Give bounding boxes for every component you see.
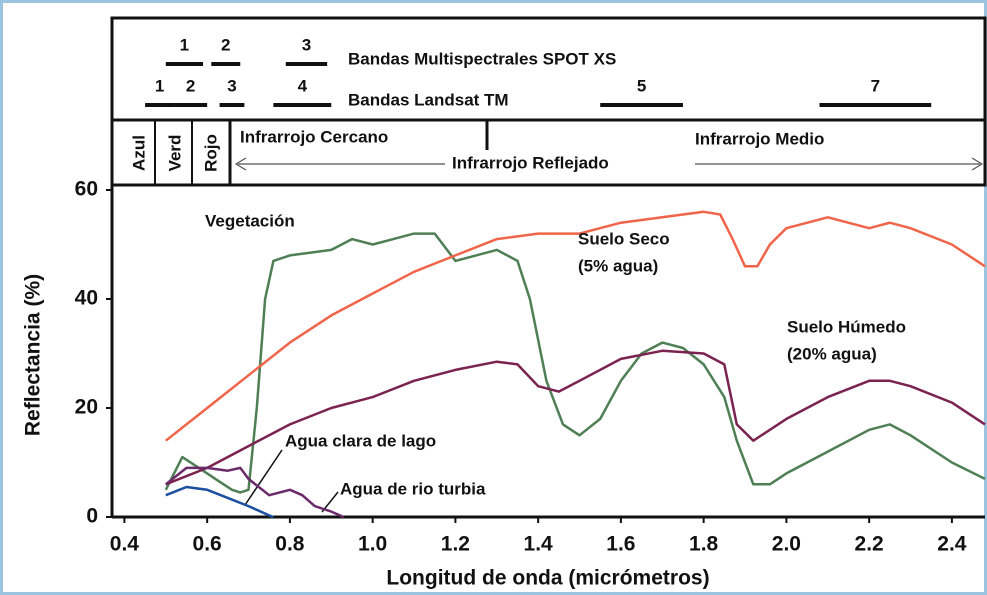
region-label: Rojo: [201, 134, 220, 172]
header-box: [110, 16, 987, 187]
series-label: Agua clara de lago: [285, 431, 436, 450]
band-title: Bandas Landsat TM: [348, 90, 509, 109]
y-tick-label: 0: [86, 505, 98, 528]
x-tick-label: 0.4: [110, 533, 140, 556]
x-tick-label: 2.2: [855, 533, 884, 556]
y-axis-label: Reflectancia (%): [22, 274, 45, 436]
label-bg: [445, 153, 695, 175]
region-label: Verd: [165, 135, 184, 172]
region-label: Azul: [129, 135, 148, 171]
series-line: [164, 232, 986, 494]
region-label: Infrarrojo Reflejado: [452, 153, 609, 172]
x-tick-label: 1.0: [358, 533, 387, 556]
y-tick-label: 60: [75, 178, 98, 201]
series-label: Suelo Húmedo: [787, 317, 906, 336]
series-label: Suelo Seco: [578, 229, 670, 248]
region-label: Infrarrojo Medio: [695, 129, 824, 148]
band-label: 3: [227, 76, 236, 95]
band-title: Bandas Multispectrales SPOT XS: [348, 49, 616, 68]
band-label: 3: [302, 35, 311, 54]
region-label: Infrarrojo Cercano: [240, 127, 388, 146]
band-label: 2: [186, 76, 195, 95]
x-tick-label: 1.8: [689, 533, 719, 556]
arrow-heads: [234, 157, 984, 171]
series-label: Agua de rio turbia: [340, 479, 486, 498]
leader-line: [244, 449, 283, 506]
series-detail: (20% agua): [787, 344, 877, 363]
band-label: 1: [155, 76, 164, 95]
y-tick-label: 20: [75, 396, 98, 419]
series-line: [165, 210, 986, 442]
band-label: 5: [637, 76, 646, 95]
series-line: [165, 485, 274, 519]
x-tick-label: 1.2: [441, 533, 470, 556]
x-tick-label: 2.4: [937, 533, 967, 556]
series-line: [165, 349, 986, 486]
x-tick-label: 2.0: [772, 533, 801, 556]
band-label: 4: [298, 76, 308, 95]
x-tick-label: 0.6: [193, 533, 222, 556]
x-tick-label: 1.6: [606, 533, 635, 556]
band-label: 1: [180, 35, 189, 54]
series-detail: (5% agua): [578, 256, 658, 275]
series-line: [165, 466, 345, 519]
x-tick-label: 0.8: [275, 533, 305, 556]
x-tick-label: 1.4: [524, 533, 554, 556]
band-label: 7: [871, 76, 880, 95]
band-label: 2: [221, 35, 230, 54]
y-tick-label: 40: [75, 287, 98, 310]
series-label: Vegetación: [205, 211, 295, 230]
x-axis-label: Longitud de onda (micrómetros): [386, 567, 709, 590]
